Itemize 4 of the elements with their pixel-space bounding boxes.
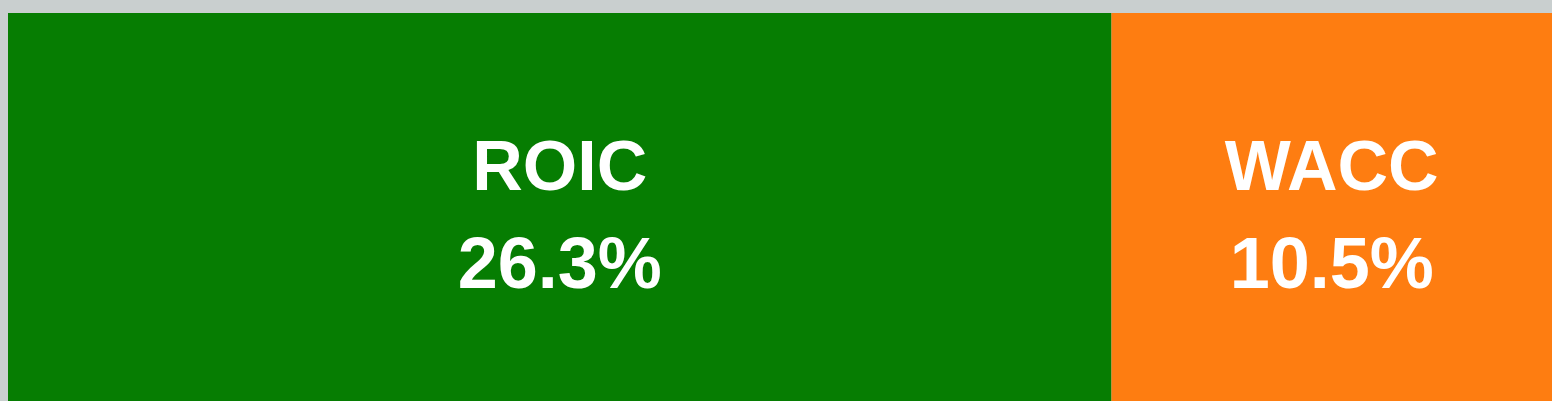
data-label: 26.3% [457,223,662,303]
series-label: ROIC [472,127,648,205]
series-label: WACC [1224,127,1439,205]
data-label: 10.5% [1229,223,1434,303]
